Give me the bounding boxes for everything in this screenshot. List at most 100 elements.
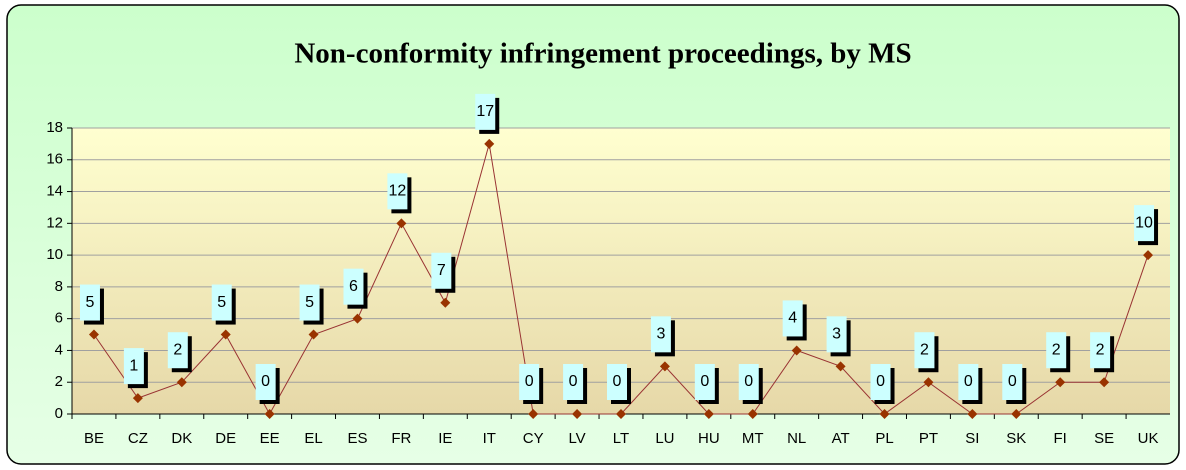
y-tick-label: 6 — [55, 310, 63, 327]
data-point — [352, 313, 363, 324]
data-label: 5 — [86, 294, 95, 311]
data-point — [264, 409, 275, 419]
data-point — [747, 409, 758, 419]
data-point — [484, 138, 495, 149]
data-label-box — [475, 93, 496, 130]
data-point — [659, 361, 670, 372]
x-tick-label: ES — [347, 430, 367, 447]
y-tick-label: 0 — [55, 405, 63, 422]
data-point — [923, 377, 934, 388]
y-tick-label: 4 — [55, 341, 63, 358]
data-label-box — [431, 252, 452, 289]
data-label: 0 — [525, 373, 534, 390]
data-label-box — [255, 364, 276, 400]
x-tick-label: MT — [742, 430, 764, 447]
data-point — [572, 409, 583, 419]
y-tick-label: 12 — [46, 214, 63, 231]
data-point — [703, 409, 714, 419]
data-label-box — [563, 364, 584, 400]
data-point — [176, 377, 187, 388]
data-label-box — [1090, 332, 1111, 369]
data-label: 0 — [700, 373, 709, 390]
data-label: 6 — [349, 278, 358, 295]
x-tick-label: SK — [1006, 430, 1026, 447]
data-label: 0 — [744, 373, 753, 390]
x-tick-label: LU — [655, 430, 674, 447]
data-point — [132, 393, 143, 404]
x-tick-label: PL — [875, 430, 893, 447]
data-point — [308, 329, 319, 340]
data-label: 3 — [832, 326, 841, 343]
data-label: 5 — [305, 294, 314, 311]
x-tick-label: SE — [1094, 430, 1114, 447]
data-point — [220, 329, 231, 340]
data-label-box — [694, 364, 715, 400]
x-tick-label: EL — [304, 430, 322, 447]
data-label-box — [79, 284, 100, 321]
data-label-box — [650, 316, 671, 353]
data-point — [396, 218, 407, 229]
data-label-box — [1046, 332, 1067, 369]
data-label: 7 — [437, 262, 446, 279]
x-tick-label: PT — [919, 430, 938, 447]
data-label: 2 — [1096, 341, 1105, 358]
data-label: 5 — [217, 294, 226, 311]
x-tick-label: NL — [787, 430, 806, 447]
data-label: 17 — [476, 103, 494, 120]
data-label: 2 — [1052, 341, 1061, 358]
data-label: 3 — [656, 326, 665, 343]
x-tick-label: AT — [832, 430, 850, 447]
data-label-box — [299, 284, 320, 321]
data-label: 0 — [613, 373, 622, 390]
data-label: 1 — [129, 357, 138, 374]
data-label-box — [782, 300, 803, 337]
x-tick-label: CY — [523, 430, 544, 447]
data-point — [879, 409, 890, 419]
data-label-box — [519, 364, 540, 400]
data-label-box — [738, 364, 759, 400]
data-point — [1099, 377, 1110, 388]
data-point — [1011, 409, 1022, 419]
data-label: 0 — [569, 373, 578, 390]
y-tick-label: 2 — [55, 373, 63, 390]
data-point — [616, 409, 626, 419]
x-tick-label: CZ — [128, 430, 148, 447]
x-tick-label: FI — [1054, 430, 1067, 447]
x-tick-label: SI — [965, 430, 979, 447]
x-tick-label: LV — [568, 430, 585, 447]
data-label-box — [211, 284, 232, 321]
chart-title: Non-conformity infringement proceedings,… — [294, 38, 911, 70]
data-label-box — [1134, 205, 1155, 242]
data-label: 0 — [876, 373, 885, 390]
x-tick-label: BE — [84, 430, 104, 447]
data-label-box — [387, 173, 408, 210]
x-tick-label: LT — [613, 430, 629, 447]
data-label-box — [167, 332, 188, 369]
data-label: 10 — [1135, 214, 1153, 231]
x-tick-label: IT — [483, 430, 496, 447]
data-label: 4 — [788, 310, 797, 327]
data-label-box — [607, 364, 627, 400]
y-tick-label: 10 — [46, 246, 63, 263]
data-label: 0 — [1008, 373, 1017, 390]
data-point — [440, 297, 451, 308]
data-label: 0 — [964, 373, 973, 390]
data-point — [835, 361, 846, 372]
x-tick-label: HU — [698, 430, 720, 447]
data-point — [88, 329, 99, 340]
data-label-box — [343, 268, 364, 305]
y-tick-label: 16 — [46, 151, 63, 168]
data-label: 2 — [173, 341, 182, 358]
x-tick-label: UK — [1138, 430, 1159, 447]
data-label-box — [123, 348, 144, 385]
data-point — [1055, 377, 1066, 388]
x-tick-label: IE — [438, 430, 452, 447]
data-label-box — [870, 364, 891, 400]
data-point — [1143, 250, 1154, 261]
y-tick-label: 18 — [46, 119, 63, 136]
x-tick-label: EE — [260, 430, 280, 447]
data-label: 12 — [389, 183, 407, 200]
x-tick-label: DE — [215, 430, 236, 447]
x-tick-label: DK — [171, 430, 192, 447]
